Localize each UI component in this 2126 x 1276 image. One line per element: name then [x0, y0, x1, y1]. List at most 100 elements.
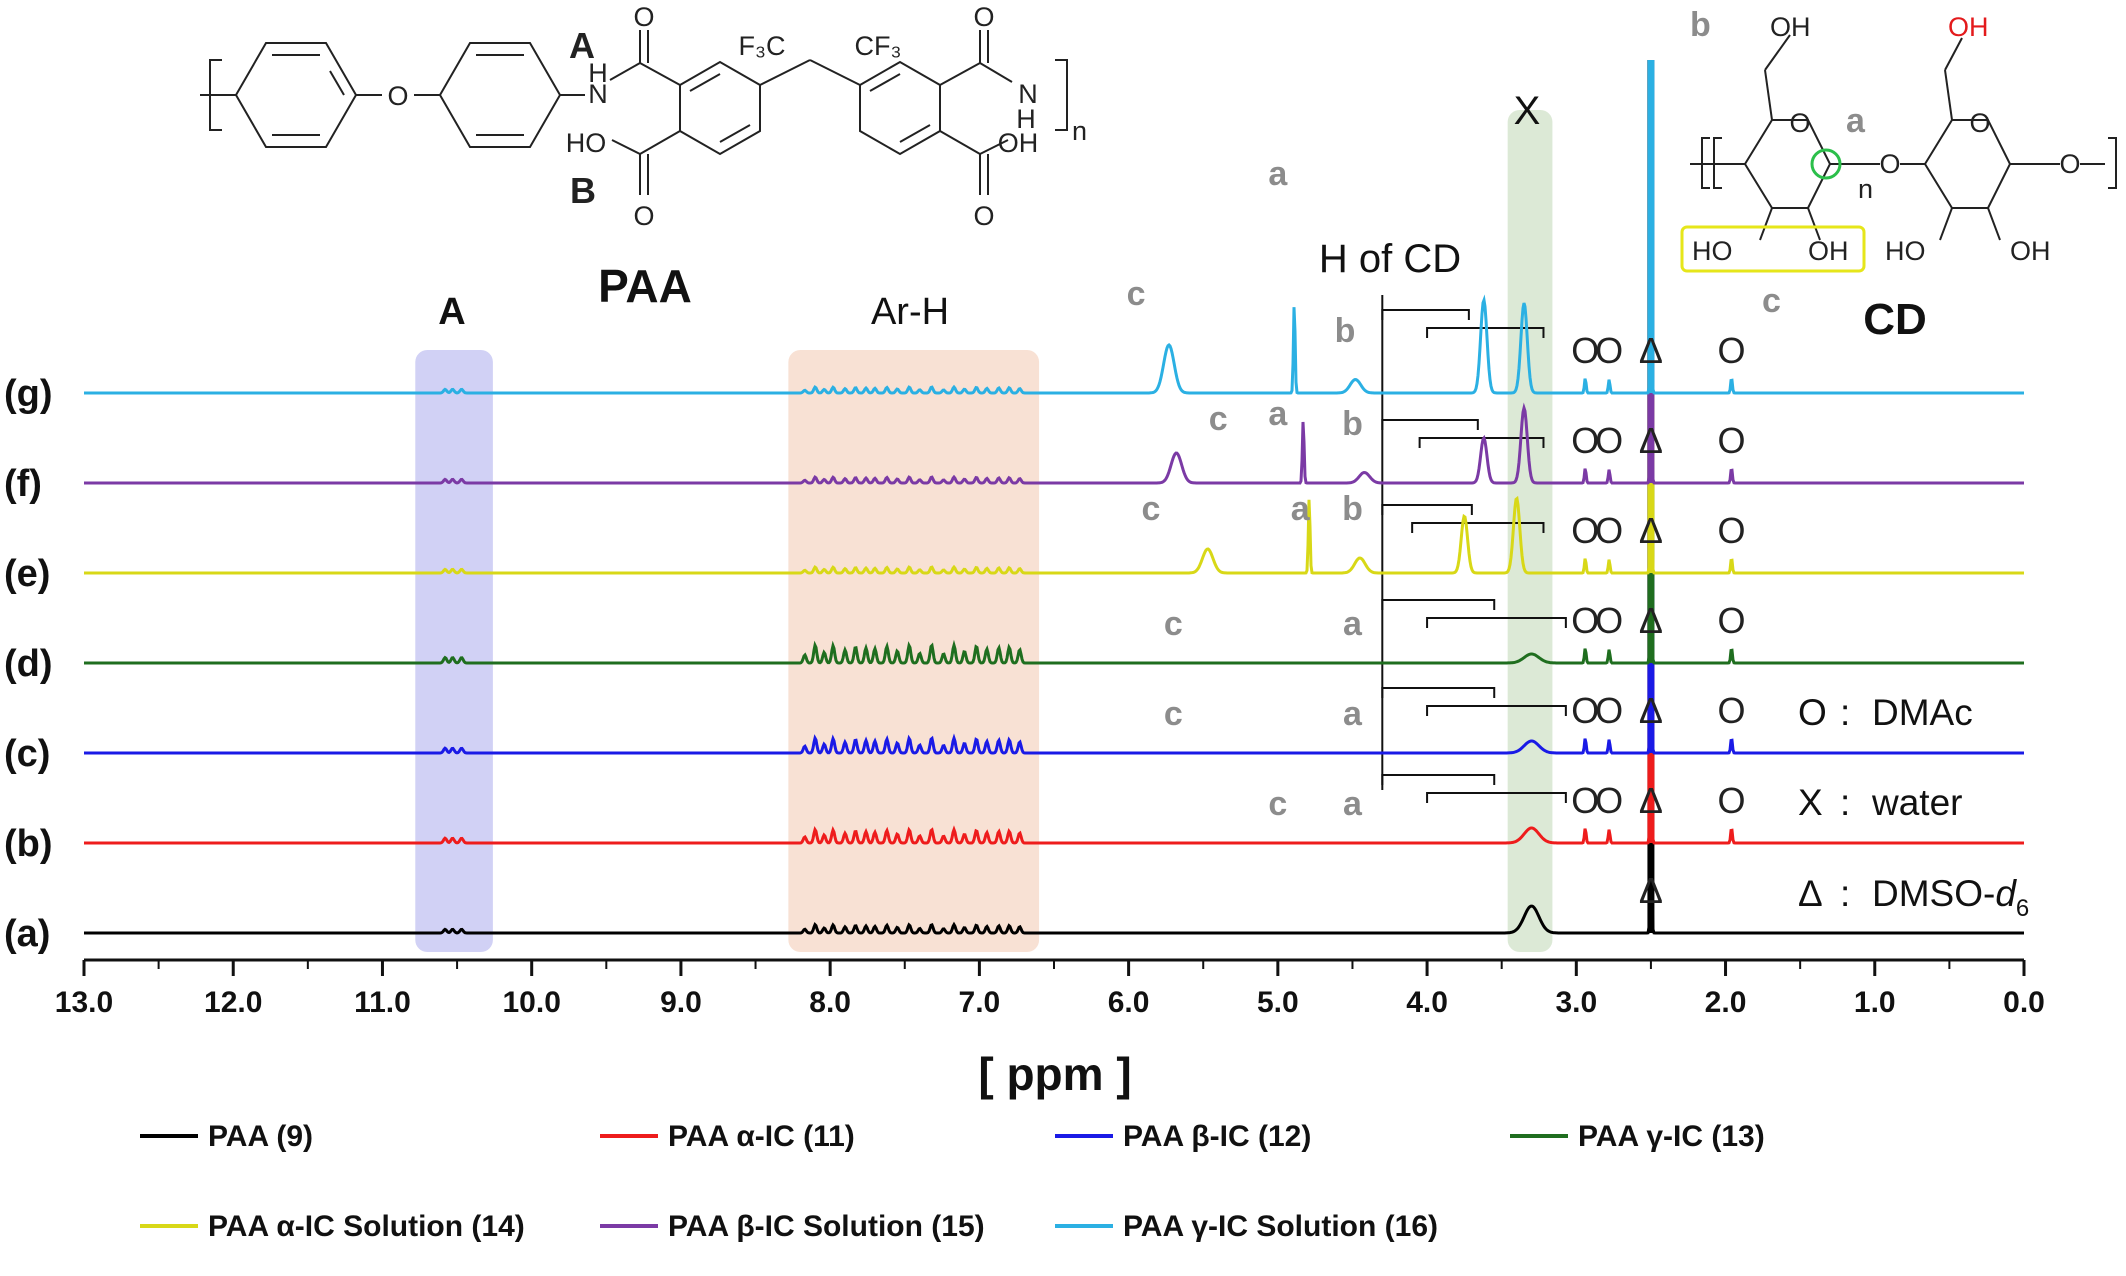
- x-tick-label-0: 13.0: [55, 986, 113, 1019]
- dmac-marker-f-2: O: [1595, 420, 1623, 461]
- cd-bracket-lower-5: [1426, 705, 1567, 716]
- paa-acid-b-oh: [611, 139, 641, 155]
- paa-phenyl-1-db3: [329, 70, 345, 96]
- paa-amide-n-right: N: [1018, 79, 1038, 109]
- cd-bracket-lower-3: [1411, 522, 1545, 533]
- x-tick-label-9: 4.0: [1406, 986, 1448, 1019]
- cd-structure: [1690, 34, 2117, 241]
- paa-carbonyl-o-c: O: [973, 2, 994, 32]
- dmac-marker-c-3: O: [1717, 690, 1745, 731]
- cd-bracket-upper-5: [1381, 687, 1496, 698]
- x-tick-label-4: 9.0: [660, 986, 702, 1019]
- peak-label-c-c: c: [1164, 695, 1183, 733]
- cd-pos-a: a: [1846, 102, 1866, 140]
- paa-phenyl-4: [859, 60, 941, 156]
- row-label-f: (f): [4, 463, 42, 505]
- key-dmac-sep: :: [1840, 692, 1850, 733]
- row-label-c: (c): [4, 733, 50, 775]
- cd-structure-labels: b OH O a O n HO OH OH O O HO OH c CD: [1680, 6, 2081, 344]
- paa-cf3-right: CF₃: [855, 31, 902, 61]
- legend-label-3: PAA β-IC (12): [1123, 1120, 1311, 1153]
- dmac-marker-d-1: O: [1571, 600, 1599, 641]
- peak-label-a-b: a: [1343, 785, 1363, 823]
- cd-ring-o-1: O: [1789, 108, 1810, 138]
- dmac-marker-e-1: O: [1571, 510, 1599, 551]
- x-tick-label-6: 7.0: [959, 986, 1001, 1019]
- spectrum-line-d: [84, 588, 2024, 665]
- peak-label-a-f: a: [1268, 395, 1288, 433]
- peak-label-b-f: b: [1342, 405, 1363, 443]
- x-tick-label-1: 12.0: [204, 986, 262, 1019]
- cd-bracket-upper-2: [1381, 419, 1479, 430]
- legend-label-6: PAA β-IC Solution (15): [668, 1210, 985, 1243]
- spectrum-line-c: [84, 678, 2024, 755]
- dmac-marker-f-3: O: [1717, 420, 1745, 461]
- dmac-marker-f-1: O: [1571, 420, 1599, 461]
- cd-ring-1-oh3: [1759, 207, 1773, 241]
- paa-ether-o: O: [387, 81, 408, 111]
- cd-bracket-upper-3: [1381, 504, 1473, 515]
- cd-bracket-lower-4: [1426, 617, 1567, 628]
- key-water-label: water: [1871, 782, 1962, 823]
- peak-label-a-e: a: [1291, 490, 1311, 528]
- cd-c1-highlight: [1810, 148, 1842, 180]
- row-label-d: (d): [4, 643, 53, 685]
- dmso-marker-f: Δ: [1639, 420, 1663, 461]
- x-tick-label-12: 1.0: [1854, 986, 1896, 1019]
- legend-label-7: PAA γ-IC Solution (16): [1123, 1210, 1438, 1243]
- paa-carbonyl-o-d: O: [973, 201, 994, 231]
- peak-label-c-f: c: [1209, 400, 1228, 438]
- x-tick-label-2: 11.0: [354, 986, 411, 1019]
- cd-bracket-upper-6: [1381, 774, 1496, 785]
- row-label-b: (b): [4, 823, 53, 865]
- peak-label-a-d: a: [1343, 605, 1363, 643]
- x-tick-label-3: 10.0: [502, 986, 560, 1019]
- peak-label-c-e: c: [1142, 490, 1161, 528]
- spectrum-line-g: [84, 294, 2024, 395]
- cd-bracket-lower-2: [1418, 437, 1545, 448]
- row-label-a: (a): [4, 913, 50, 955]
- cd-ring-2: [1923, 119, 2012, 209]
- paa-structure: [200, 30, 1068, 195]
- peak-label-b-g: b: [1335, 312, 1356, 350]
- cd-repeat-n: n: [1858, 174, 1873, 204]
- key-water-marker: X: [1798, 782, 1823, 823]
- paa-phenyl-3: [679, 60, 761, 156]
- dmso-marker-g: Δ: [1639, 330, 1663, 371]
- paa-repeat-n: n: [1072, 116, 1087, 146]
- peak-label-a-g: a: [1268, 155, 1288, 193]
- cd-ho-3: HO: [1692, 236, 1733, 266]
- paa-amide-right-n: [979, 62, 1013, 83]
- dmac-marker-g-2: O: [1595, 330, 1623, 371]
- dmac-marker-d-2: O: [1595, 600, 1623, 641]
- solvent-key: O : DMAc X : water Δ : DMSO-d6: [1798, 692, 2029, 922]
- highlight-region-1: [415, 350, 493, 952]
- key-dmac-label: DMAc: [1872, 692, 1973, 733]
- paa-carbonyl-o-b: O: [633, 201, 654, 231]
- cd-ring-1-ch2oh: [1764, 34, 1791, 71]
- paa-quat-bond-right: [809, 59, 861, 86]
- paa-phenyl-2: [438, 42, 562, 148]
- x-axis: 13.0 12.0 11.0 10.0 9.0 8.0 7.0 6.0 5.0 4.0 3.0 2.0…: [55, 958, 2045, 1019]
- cd-ring-1-ch2: [1764, 69, 1773, 121]
- paa-amide-a-bond: [609, 62, 641, 81]
- paa-phenyl-1: [234, 42, 358, 148]
- dmac-marker-b-3: O: [1717, 780, 1745, 821]
- dmac-marker-e-3: O: [1717, 510, 1745, 551]
- x-tick-label-10: 3.0: [1555, 986, 1597, 1019]
- x-axis-label: [ ppm ]: [978, 1048, 1131, 1100]
- key-water-sep: :: [1840, 782, 1850, 823]
- row-labels: (a) (b) (c) (d) (e) (f) (g): [4, 373, 53, 955]
- peak-label-c-b: c: [1268, 785, 1287, 823]
- cd-protons-label: H of CD: [1319, 237, 1461, 281]
- peak-label-c-d: c: [1164, 605, 1183, 643]
- paa-label-a: A: [569, 25, 595, 66]
- cd-ring-2-ch2: [1944, 69, 1953, 121]
- legend-label-2: PAA α-IC (11): [668, 1120, 855, 1153]
- row-label-g: (g): [4, 373, 53, 415]
- cd-ring-o-2: O: [1969, 108, 1990, 138]
- x-tick-label-7: 6.0: [1108, 986, 1150, 1019]
- cd-ring-1-oh2: [1807, 207, 1821, 241]
- dmso-marker-a: Δ: [1639, 870, 1663, 911]
- key-dmso-italic: d: [1995, 873, 2017, 914]
